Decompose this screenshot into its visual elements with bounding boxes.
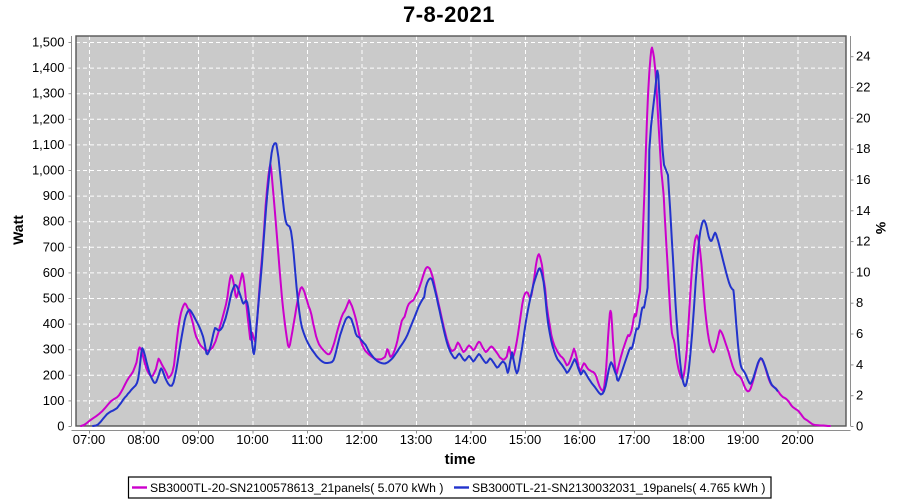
svg-text:8: 8 <box>856 295 863 310</box>
svg-text:20: 20 <box>856 110 870 125</box>
svg-text:2: 2 <box>856 388 863 403</box>
svg-text:09:00: 09:00 <box>182 432 215 447</box>
svg-text:6: 6 <box>856 326 863 341</box>
svg-text:16:00: 16:00 <box>563 432 596 447</box>
svg-text:14:00: 14:00 <box>454 432 487 447</box>
svg-text:100: 100 <box>43 393 65 408</box>
svg-text:SB3000TL-21-SN2130032031_19pan: SB3000TL-21-SN2130032031_19panels( 4.765… <box>472 481 765 495</box>
svg-text:400: 400 <box>43 316 65 331</box>
svg-text:700: 700 <box>43 239 65 254</box>
svg-text:10:00: 10:00 <box>236 432 269 447</box>
svg-text:800: 800 <box>43 214 65 229</box>
svg-text:24: 24 <box>856 49 870 64</box>
svg-text:1,300: 1,300 <box>32 86 65 101</box>
svg-text:1,500: 1,500 <box>32 35 65 50</box>
svg-text:20:00: 20:00 <box>781 432 814 447</box>
svg-text:12: 12 <box>856 234 870 249</box>
svg-text:16: 16 <box>856 172 870 187</box>
svg-text:900: 900 <box>43 188 65 203</box>
svg-text:SB3000TL-20-SN2100578613_21pan: SB3000TL-20-SN2100578613_21panels( 5.070… <box>150 481 443 495</box>
svg-text:22: 22 <box>856 80 870 95</box>
svg-text:17:00: 17:00 <box>618 432 651 447</box>
svg-text:12:00: 12:00 <box>345 432 378 447</box>
svg-text:1,000: 1,000 <box>32 163 65 178</box>
svg-text:%: % <box>873 222 889 235</box>
svg-text:15:00: 15:00 <box>509 432 542 447</box>
svg-text:08:00: 08:00 <box>127 432 160 447</box>
svg-text:1,100: 1,100 <box>32 137 65 152</box>
svg-text:1,200: 1,200 <box>32 111 65 126</box>
svg-text:Watt: Watt <box>10 215 26 245</box>
svg-text:19:00: 19:00 <box>727 432 760 447</box>
svg-text:11:00: 11:00 <box>291 432 323 447</box>
svg-text:4: 4 <box>856 357 863 372</box>
svg-text:200: 200 <box>43 367 65 382</box>
svg-text:1,400: 1,400 <box>32 60 65 75</box>
svg-text:600: 600 <box>43 265 65 280</box>
svg-text:10: 10 <box>856 264 870 279</box>
svg-text:time: time <box>445 451 476 468</box>
svg-text:7-8-2021: 7-8-2021 <box>403 2 495 27</box>
svg-text:0: 0 <box>856 419 863 434</box>
svg-text:13:00: 13:00 <box>400 432 433 447</box>
svg-text:18: 18 <box>856 141 870 156</box>
svg-text:14: 14 <box>856 203 870 218</box>
svg-text:500: 500 <box>43 291 65 306</box>
svg-text:0: 0 <box>57 419 64 434</box>
svg-text:07:00: 07:00 <box>73 432 106 447</box>
svg-text:300: 300 <box>43 342 65 357</box>
svg-text:18:00: 18:00 <box>672 432 705 447</box>
